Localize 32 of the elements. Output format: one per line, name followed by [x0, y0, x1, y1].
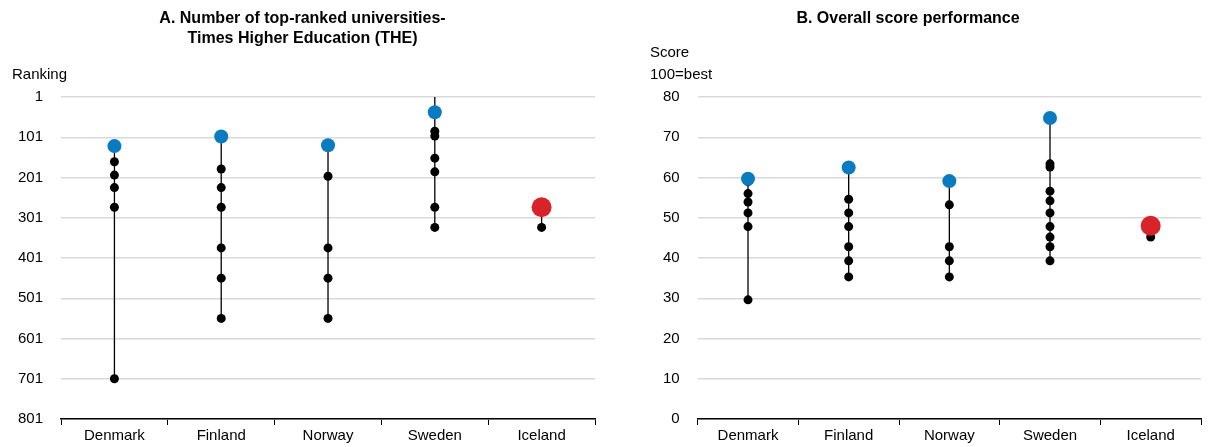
- y-tick-label: 70: [663, 127, 680, 145]
- y-tick-label: 10: [663, 368, 680, 386]
- y-axis-title: Ranking: [12, 65, 68, 83]
- y-tick-label: 60: [663, 167, 680, 185]
- y-tick-label: 80: [663, 87, 680, 105]
- x-tick-label: Norway: [302, 426, 354, 444]
- x-tick-label: Finland: [196, 426, 246, 444]
- x-tick-label: Norway: [923, 426, 976, 444]
- x-tick-label: Finland: [824, 426, 874, 444]
- x-tick-label: Denmark: [717, 426, 779, 444]
- y-tick-label: 801: [18, 409, 44, 427]
- chart-title: A. Number of top-ranked universities- Times Higher Education (THE): [158, 8, 447, 48]
- y-tick-label: 20: [663, 328, 680, 346]
- y-tick-label: 601: [18, 328, 44, 346]
- x-tick-label: Iceland: [1126, 426, 1175, 444]
- y-tick-label: 301: [18, 207, 44, 225]
- y-tick-label: 501: [18, 288, 44, 306]
- y-tick-label: 0: [671, 409, 680, 427]
- x-tick-label: Sweden: [1022, 426, 1078, 444]
- x-tick-label: Denmark: [83, 426, 146, 444]
- y-axis-title: Score 100=best: [650, 43, 713, 83]
- y-tick-label: 30: [663, 288, 680, 306]
- y-tick-label: 701: [18, 368, 44, 386]
- y-tick-label: 50: [663, 207, 680, 225]
- y-tick-label: 101: [18, 127, 44, 145]
- y-tick-label: 201: [18, 167, 44, 185]
- y-tick-label: 40: [663, 248, 680, 266]
- y-tick-label: 1: [34, 87, 44, 105]
- x-tick-label: Iceland: [517, 426, 566, 444]
- chart-title: B. Overall score performance: [795, 8, 1021, 28]
- x-tick-label: Sweden: [407, 426, 462, 444]
- y-tick-label: 401: [18, 248, 44, 266]
